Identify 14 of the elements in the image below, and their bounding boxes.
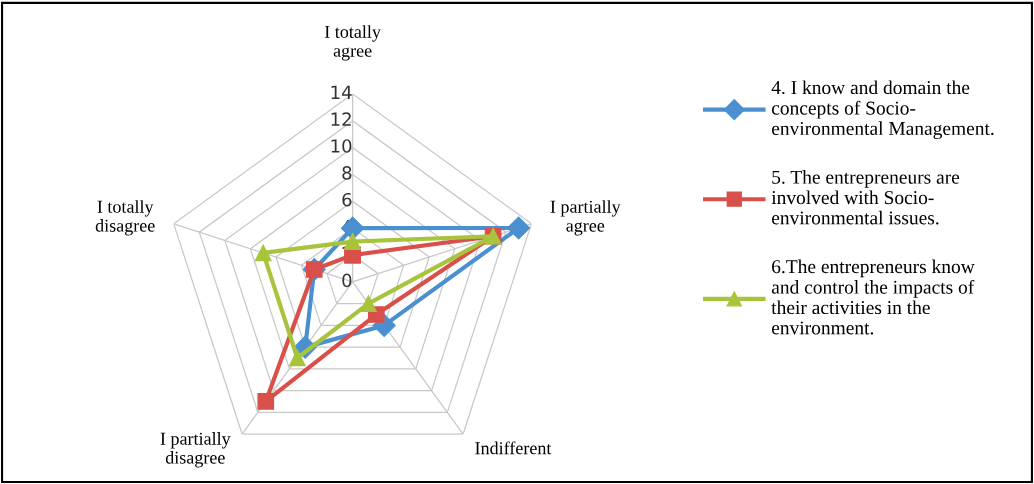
spoke-label: I partially agree [550,200,621,236]
y-tick-label: 8 [342,166,352,180]
spoke-label: I partially disagree [160,432,231,468]
y-tick-label: 0 [342,273,352,288]
spoke-label: I totally agree [324,25,381,61]
y-tick-label: 10 [331,139,352,153]
spoke-label: I totally disagree [95,200,155,236]
legend-label: 5. The entrepreneurs are involved with Socio-environmental issues. [771,170,960,225]
legend-label: 4. I know and domain the concepts of Socio-environmental Management. [771,80,994,140]
y-tick-label: 6 [342,192,352,207]
legend-label: 6.The entrepreneurs know and control the impacts of their activities in the environment. [771,259,975,335]
y-tick-label: 12 [331,112,351,126]
y-tick-label: 14 [331,85,352,99]
spoke-label: Indifferent [475,441,552,455]
